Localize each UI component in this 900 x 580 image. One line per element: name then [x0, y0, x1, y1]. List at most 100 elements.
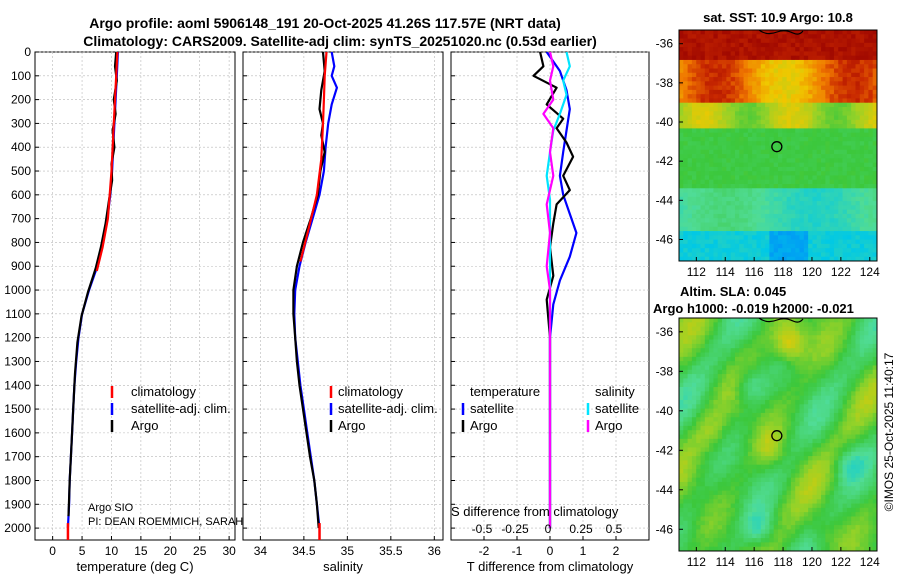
map-cell [700, 145, 706, 151]
map-cell [730, 365, 736, 371]
map-cell [782, 128, 787, 134]
map-cell [846, 490, 852, 496]
map-cell [833, 339, 839, 345]
map-cell [786, 128, 792, 134]
x-tick-label: 25 [193, 544, 207, 558]
map-cell [864, 196, 869, 202]
map-cell [838, 111, 843, 116]
map-cell [722, 59, 727, 65]
map-cell [760, 330, 766, 336]
map-cell [769, 205, 775, 211]
map-cell [825, 171, 831, 176]
map-cell [709, 507, 714, 513]
map-cell [765, 447, 770, 453]
map-cell [855, 201, 861, 206]
map-cell [821, 322, 826, 328]
map-cell [872, 391, 878, 397]
map-cell [691, 339, 697, 345]
map-cell [709, 499, 714, 504]
map-cell [795, 451, 800, 457]
map-cell [726, 64, 732, 69]
series-line-climatology [95, 52, 119, 272]
map-cell [816, 162, 822, 168]
map-cell [765, 175, 770, 181]
map-cell [683, 55, 688, 61]
map-cell [825, 348, 831, 353]
map-cell [687, 404, 693, 410]
map-cell [812, 460, 818, 466]
map-cell [691, 369, 697, 375]
map-cell [683, 430, 688, 435]
map-cell [821, 404, 826, 410]
map-cell [726, 378, 732, 384]
map-cell [713, 343, 719, 349]
map-cell [687, 387, 693, 392]
map-cell [859, 486, 865, 491]
map-cell [726, 451, 732, 457]
map-cell [790, 460, 796, 466]
map-cell [855, 89, 861, 95]
map-cell [747, 252, 753, 258]
map-cell [747, 361, 753, 366]
map-cell [812, 486, 818, 491]
map-cell [816, 399, 822, 405]
map-cell [696, 243, 701, 249]
map-cell [825, 218, 831, 223]
map-cell [691, 434, 697, 440]
map-cell [683, 248, 688, 253]
map-cell [812, 231, 818, 236]
map-cell [855, 473, 861, 479]
map-cell [855, 425, 861, 431]
map-cell [739, 98, 744, 104]
map-cell [734, 369, 740, 375]
map-cell [747, 503, 753, 509]
map-cell [760, 94, 766, 99]
map-cell [799, 322, 805, 328]
map-cell [864, 128, 869, 134]
map-cell [726, 438, 732, 444]
difference-tick-labels: -2 -1 0 1 2 [479, 544, 620, 558]
map-cell [769, 399, 775, 405]
map-cell [765, 145, 770, 151]
map-cell [756, 494, 762, 500]
map-cell [868, 361, 874, 366]
map-cell [713, 68, 719, 74]
map-cell [872, 499, 878, 504]
map-cell [868, 512, 874, 517]
map-cell [812, 378, 818, 384]
map-cell [855, 162, 861, 168]
map-cell [739, 94, 744, 99]
map-cell [739, 119, 744, 125]
map-cell [864, 399, 869, 405]
map-cell [872, 494, 878, 500]
map-cell [691, 464, 697, 470]
map-cell [786, 503, 792, 509]
map-cell [829, 158, 835, 164]
map-cell [760, 55, 766, 61]
map-cell [747, 226, 753, 232]
map-cell [743, 421, 749, 427]
map-cell [739, 503, 744, 509]
map-cell [833, 85, 839, 91]
map-cell [842, 335, 848, 340]
map-cell [803, 378, 809, 384]
map-cell [803, 154, 809, 159]
map-cell [808, 188, 813, 193]
map-cell [717, 72, 723, 78]
map-cell [803, 447, 809, 453]
map-cell [782, 425, 787, 431]
map-cell [782, 438, 787, 444]
map-cell [752, 205, 757, 211]
map-cell [717, 516, 723, 522]
map-cell [859, 404, 865, 410]
map-cell [722, 205, 727, 211]
map-cell [683, 59, 688, 65]
map-cell [786, 132, 792, 138]
map-cell [838, 192, 843, 198]
map-cell [696, 494, 701, 500]
map-cell [709, 213, 714, 219]
map-cell [747, 490, 753, 496]
map-cell [743, 516, 749, 522]
map-cell [872, 166, 878, 172]
map-cell [717, 343, 723, 349]
